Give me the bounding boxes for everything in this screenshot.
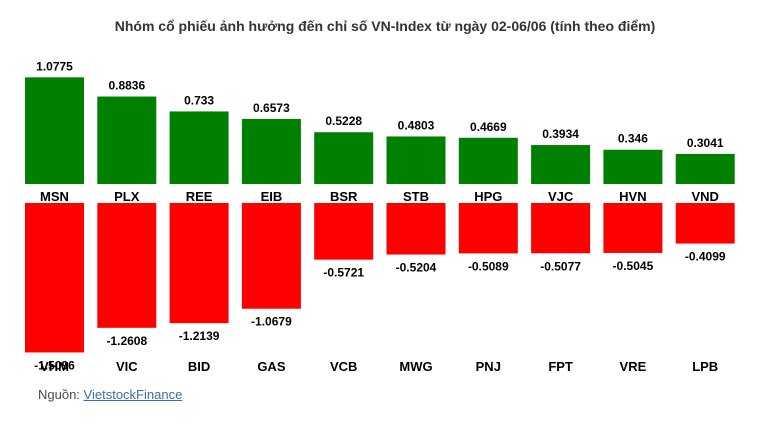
value-label-vcb: -0.5721 <box>323 266 364 280</box>
value-label-eib: 0.6573 <box>253 101 290 115</box>
negative-bar-pnj <box>458 203 518 254</box>
negative-bar-mwg <box>386 203 446 255</box>
ticker-label-mwg: MWG <box>399 359 432 374</box>
negative-bar-bid <box>169 203 229 324</box>
ticker-label-lpb: LPB <box>692 359 718 374</box>
negative-bar-lpb <box>675 203 735 244</box>
ticker-label-gas: GAS <box>257 359 286 374</box>
source-note: Nguồn: VietstockFinance <box>38 387 182 402</box>
ticker-label-ree: REE <box>186 189 213 204</box>
value-label-stb: 0.4803 <box>398 118 435 132</box>
value-label-vjc: 0.3934 <box>542 127 579 141</box>
ticker-label-pnj: PNJ <box>476 359 501 374</box>
positive-bar-plx <box>97 96 157 184</box>
positive-bar-stb <box>386 136 446 184</box>
ticker-label-vnd: VND <box>691 189 718 204</box>
ticker-label-bid: BID <box>188 359 210 374</box>
positive-bar-vnd <box>675 153 735 184</box>
value-label-vic: -1.2608 <box>106 334 147 348</box>
value-label-lpb: -0.4099 <box>685 250 726 264</box>
value-label-hpg: 0.4669 <box>470 120 507 134</box>
value-label-ree: 0.733 <box>184 93 214 107</box>
positive-bar-ree <box>169 111 229 184</box>
ticker-label-vic: VIC <box>116 359 138 374</box>
value-label-bid: -1.2139 <box>179 329 220 343</box>
source-link[interactable]: VietstockFinance <box>83 387 183 402</box>
positive-bar-hpg <box>458 137 518 184</box>
negative-bar-group <box>25 203 735 353</box>
negative-bar-fpt <box>531 203 591 254</box>
positive-bar-eib <box>241 118 301 184</box>
source-prefix: Nguồn: <box>38 387 84 402</box>
positive-bar-hvn <box>603 149 663 184</box>
value-label-pnj: -0.5089 <box>468 259 509 273</box>
ticker-label-fpt: FPT <box>548 359 573 374</box>
ticker-label-hpg: HPG <box>474 189 502 204</box>
value-label-msn: 1.0775 <box>36 59 73 73</box>
positive-bar-bsr <box>314 132 374 184</box>
positive-bar-vjc <box>531 145 591 184</box>
value-label-gas: -1.0679 <box>251 315 292 329</box>
negative-bar-vre <box>603 203 663 253</box>
ticker-label-eib: EIB <box>261 189 283 204</box>
ticker-label-bsr: BSR <box>330 189 358 204</box>
negative-bar-vhm <box>25 203 84 353</box>
value-label-fpt: -0.5077 <box>540 259 581 273</box>
ticker-label-hvn: HVN <box>619 189 646 204</box>
label-group: 1.0775 MSN 0.8836 PLX 0.733 REE 0.6573 EIB 0.522… <box>34 59 726 374</box>
value-label-hvn: 0.346 <box>618 132 648 146</box>
positive-bar-group <box>25 77 735 184</box>
ticker-label-vhm: VHM <box>40 359 69 374</box>
ticker-label-plx: PLX <box>114 189 140 204</box>
value-label-mwg: -0.5204 <box>396 261 437 275</box>
ticker-label-vre: VRE <box>620 359 647 374</box>
value-label-bsr: 0.5228 <box>325 114 362 128</box>
chart-title: Nhóm cổ phiếu ảnh hưởng đến chỉ số VN-In… <box>115 18 656 34</box>
negative-bar-gas <box>241 203 301 309</box>
ticker-label-vcb: VCB <box>330 359 357 374</box>
ticker-label-msn: MSN <box>40 189 69 204</box>
ticker-label-stb: STB <box>403 189 429 204</box>
value-label-vre: -0.5045 <box>613 259 654 273</box>
value-label-vhm: -1.5096 <box>34 358 75 372</box>
value-label-vnd: 0.3041 <box>687 136 724 150</box>
positive-bar-msn <box>25 77 84 184</box>
ticker-label-vjc: VJC <box>548 189 574 204</box>
value-label-plx: 0.8836 <box>108 79 145 93</box>
negative-bar-vic <box>97 203 157 328</box>
negative-bar-vcb <box>314 203 374 260</box>
